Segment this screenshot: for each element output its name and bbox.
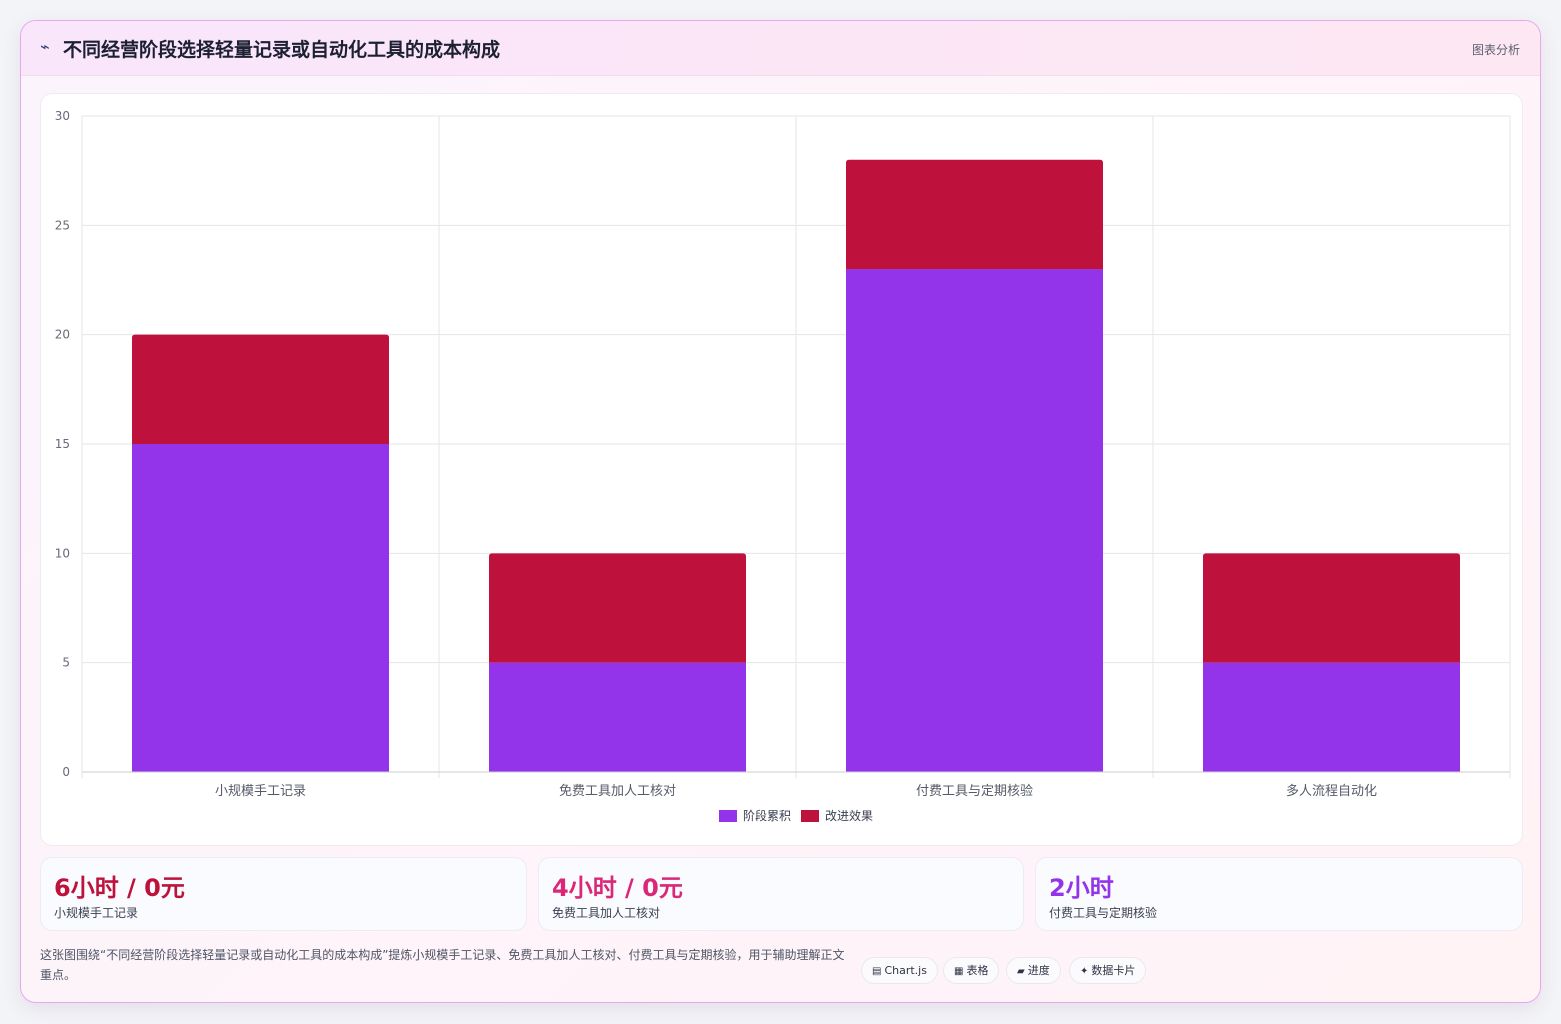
table-icon: ▦ xyxy=(954,966,964,977)
stat-value: 2小时 xyxy=(1049,874,1114,902)
chip-table[interactable]: ▦ 表格 xyxy=(943,957,1000,984)
stat-card-3: 2小时 付费工具与定期核验 xyxy=(1035,857,1523,931)
bar-segment xyxy=(489,553,746,663)
stat-card-2: 4小时 / 0元 免费工具加人工核对 xyxy=(538,857,1024,931)
x-tick-label: 多人流程自动化 xyxy=(1286,783,1377,799)
x-tick-label: 免费工具加人工核对 xyxy=(559,784,676,799)
bar-segment xyxy=(132,444,389,772)
bar-segment xyxy=(846,159,1103,270)
chart-caption: 这张图围绕“不同经营阶段选择轻量记录或自动化工具的成本构成”提炼小规模手工记录、… xyxy=(40,948,845,982)
chip-chartjs[interactable]: ▤ Chart.js xyxy=(861,957,938,984)
chip-label: 数据卡片 xyxy=(1091,964,1136,977)
bar-segment xyxy=(489,662,746,772)
chip-label: 表格 xyxy=(966,964,989,977)
header-tag: 图表分析 xyxy=(1471,43,1520,57)
chip-label: 进度 xyxy=(1027,964,1050,977)
y-tick-label: 30 xyxy=(55,109,70,123)
stat-value: 6小时 / 0元 xyxy=(54,874,185,902)
x-tick-label: 付费工具与定期核验 xyxy=(916,783,1033,799)
y-tick-label: 0 xyxy=(62,765,70,779)
chart-icon: ⌁ xyxy=(40,37,50,56)
bar-segment xyxy=(1203,662,1460,772)
y-tick-label: 5 xyxy=(62,656,70,670)
stat-card-1: 6小时 / 0元 小规模手工记录 xyxy=(40,857,527,931)
legend-swatch xyxy=(719,810,737,822)
chart-icon: ▤ xyxy=(872,966,882,977)
bar-segment xyxy=(1203,553,1460,663)
sparkle-icon: ✦ xyxy=(1080,966,1089,977)
chip-data-card[interactable]: ✦ 数据卡片 xyxy=(1069,957,1147,984)
chart-panel: 0 5 10 15 20 25 30 小规模手工记录 免费工具加人工核对 付费工具与定期核验 多人流… xyxy=(40,93,1523,846)
chip-label: Chart.js xyxy=(884,964,927,977)
stat-value: 4小时 / 0元 xyxy=(552,874,683,902)
stat-label: 免费工具加人工核对 xyxy=(552,906,661,920)
chip-progress[interactable]: ▰ 进度 xyxy=(1006,957,1061,984)
legend-label: 阶段累积 xyxy=(743,808,791,823)
stacked-bar-chart: 0 5 10 15 20 25 30 小规模手工记录 免费工具加人工核对 付费工具与定期核验 多人流… xyxy=(55,109,1511,823)
stat-label: 小规模手工记录 xyxy=(54,906,139,920)
progress-icon: ▰ xyxy=(1017,966,1025,977)
bar-segment xyxy=(846,269,1103,772)
legend-swatch xyxy=(801,810,819,822)
y-tick-label: 10 xyxy=(55,546,70,560)
card-header: ⌁ 不同经营阶段选择轻量记录或自动化工具的成本构成 图表分析 xyxy=(21,21,1540,76)
legend-label: 改进效果 xyxy=(825,808,873,823)
y-tick-label: 25 xyxy=(55,218,70,232)
stat-label: 付费工具与定期核验 xyxy=(1049,906,1158,920)
chart-card: ⌁ 不同经营阶段选择轻量记录或自动化工具的成本构成 图表分析 0 5 10 15 20 2… xyxy=(20,20,1541,1003)
bar-segment xyxy=(132,334,389,444)
y-tick-label: 15 xyxy=(55,437,70,451)
chart-title: 不同经营阶段选择轻量记录或自动化工具的成本构成 xyxy=(63,39,501,61)
x-tick-label: 小规模手工记录 xyxy=(215,784,306,799)
y-tick-label: 20 xyxy=(55,328,70,342)
